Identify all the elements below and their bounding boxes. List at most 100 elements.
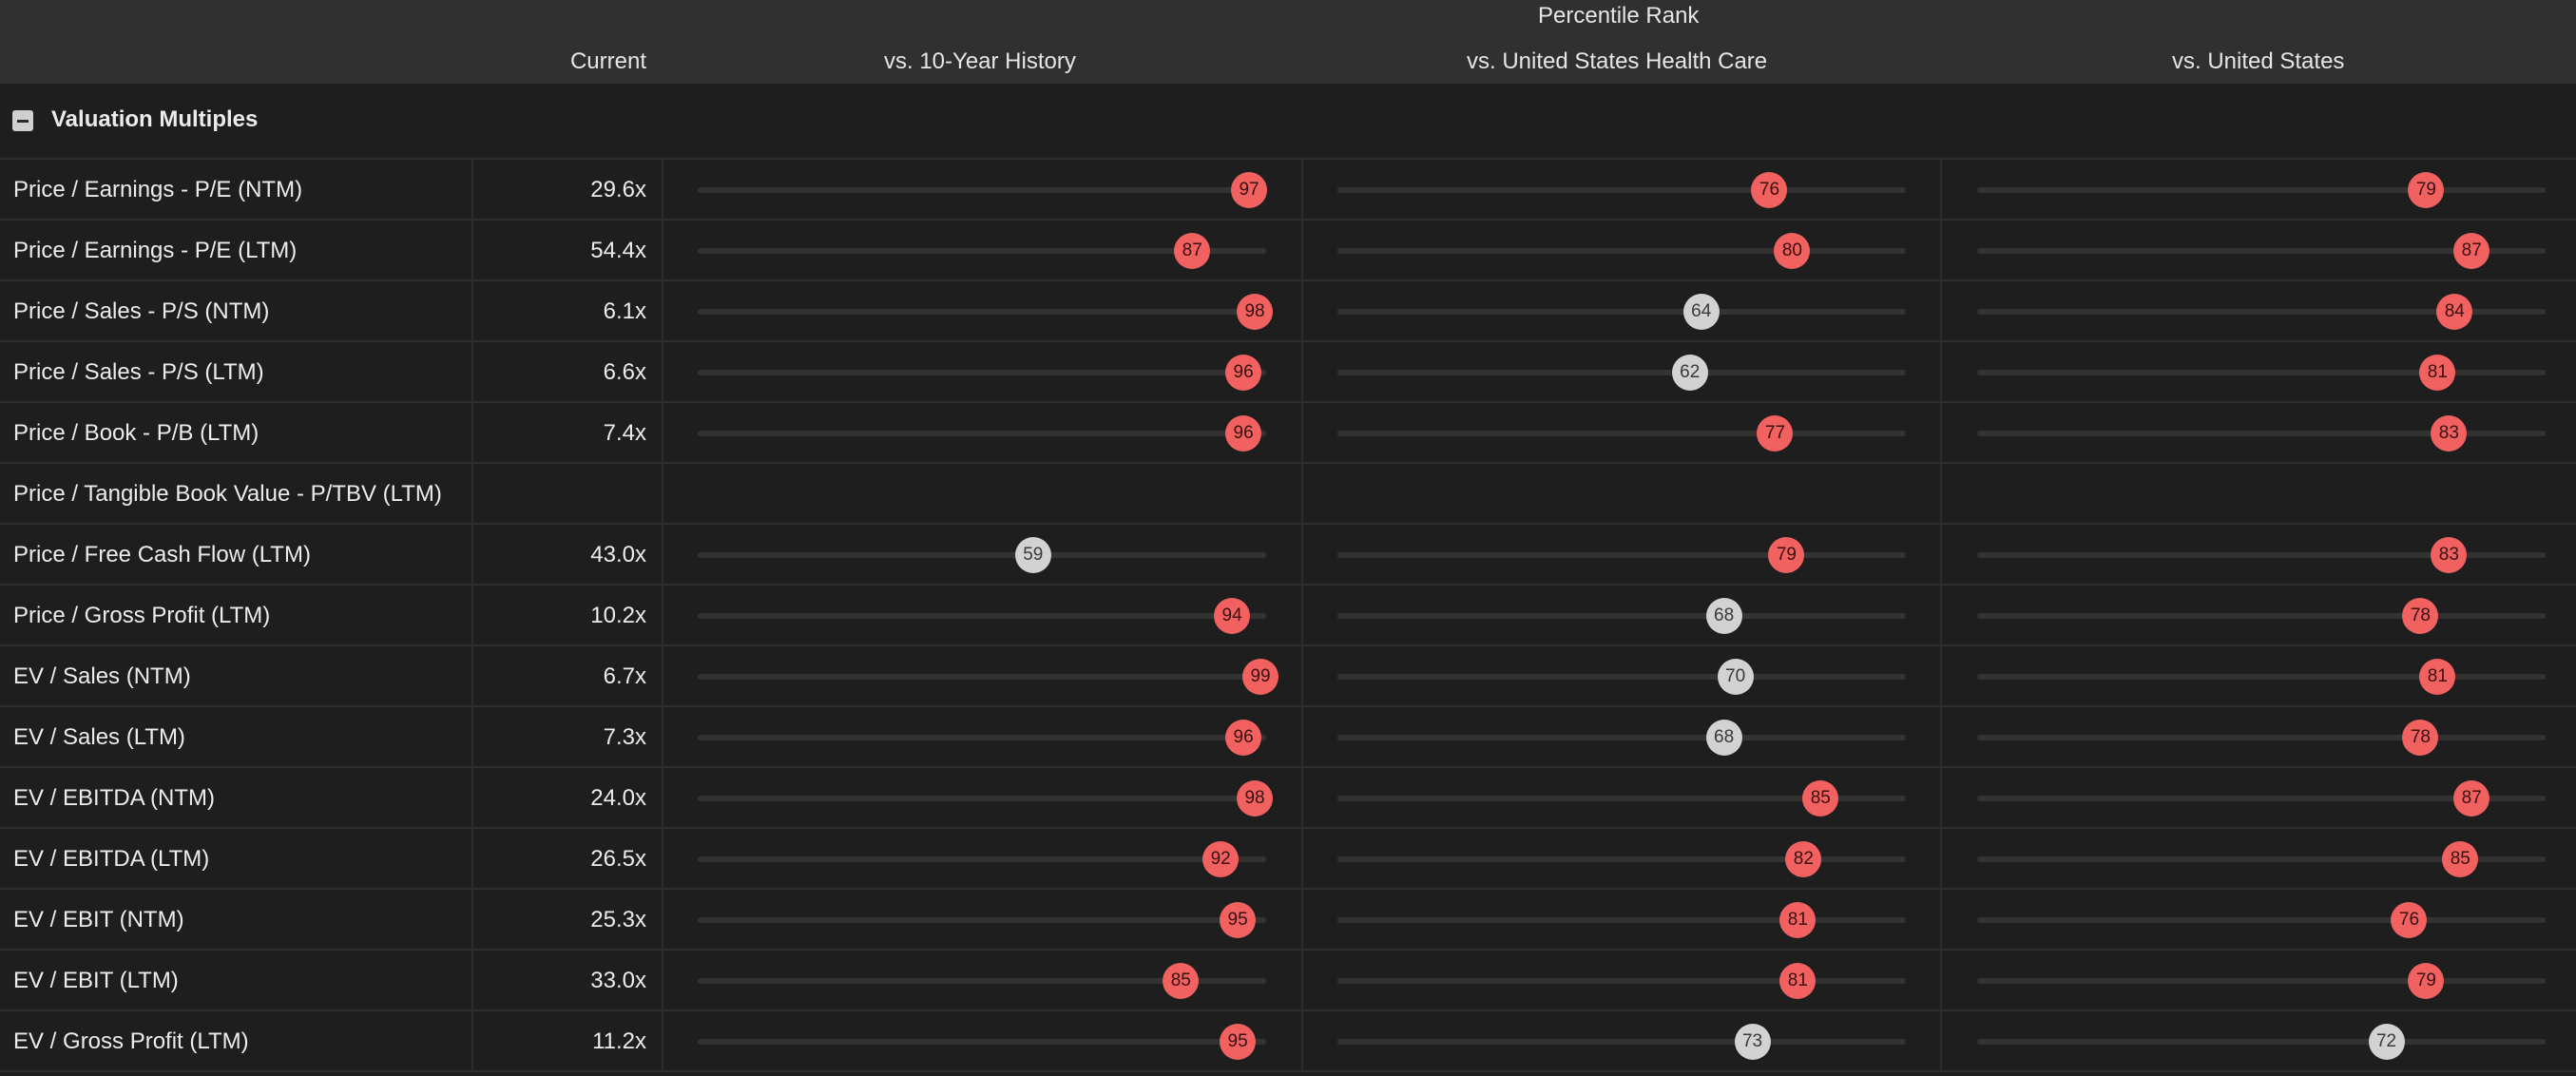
column-divider (471, 403, 473, 464)
country-percentile-marker[interactable]: 81 (2419, 659, 2456, 695)
country-percentile-marker[interactable]: 87 (2453, 233, 2490, 269)
country-percentile-marker[interactable]: 83 (2431, 537, 2468, 573)
industry-percentile-track (1337, 309, 1906, 315)
industry-percentile-marker[interactable]: 77 (1757, 415, 1794, 452)
history-percentile-marker[interactable]: 98 (1237, 294, 1274, 330)
history-percentile-track (698, 248, 1266, 254)
history-percentile-marker[interactable]: 96 (1225, 415, 1262, 452)
industry-percentile-marker[interactable]: 85 (1802, 780, 1839, 817)
table-header: Percentile Rank Current vs. 10-Year Hist… (0, 0, 2576, 84)
current-value: 11.2x (592, 1028, 646, 1054)
table-row[interactable]: Price / Book - P/B (LTM) 7.4x 96 77 83 (0, 403, 2576, 464)
column-divider (1301, 281, 1303, 342)
history-percentile-marker[interactable]: 98 (1237, 780, 1274, 817)
history-column-header[interactable]: vs. 10-Year History (884, 48, 1076, 74)
industry-percentile-marker[interactable]: 68 (1705, 598, 1742, 634)
country-percentile-track (1977, 309, 2546, 315)
country-percentile-track (1977, 552, 2546, 558)
history-percentile-marker[interactable]: 96 (1225, 720, 1262, 756)
industry-percentile-marker[interactable]: 62 (1671, 355, 1708, 391)
table-row[interactable]: Price / Gross Profit (LTM) 10.2x 94 68 78 (0, 586, 2576, 646)
industry-percentile-marker[interactable]: 79 (1768, 537, 1805, 573)
history-percentile-marker[interactable]: 85 (1163, 963, 1200, 999)
column-divider (471, 525, 473, 586)
table-row[interactable]: Price / Sales - P/S (LTM) 6.6x 96 62 81 (0, 342, 2576, 403)
column-divider (471, 707, 473, 768)
industry-percentile-marker[interactable]: 64 (1682, 294, 1720, 330)
history-percentile-marker[interactable]: 94 (1214, 598, 1251, 634)
column-divider (1940, 160, 1942, 221)
section-valuation-multiples[interactable]: Valuation Multiples (0, 84, 2576, 160)
industry-percentile-marker[interactable]: 76 (1751, 172, 1788, 208)
column-divider (1301, 586, 1303, 646)
column-divider (1940, 525, 1942, 586)
industry-column-header[interactable]: vs. United States Health Care (1467, 48, 1768, 74)
history-percentile-marker[interactable]: 95 (1220, 1024, 1257, 1060)
country-percentile-marker[interactable]: 78 (2402, 720, 2439, 756)
current-value: 7.3x (603, 724, 646, 750)
table-row[interactable]: EV / Sales (LTM) 7.3x 96 68 78 (0, 707, 2576, 768)
industry-percentile-marker[interactable]: 82 (1785, 841, 1822, 877)
table-row[interactable]: EV / Sales (NTM) 6.7x 99 70 81 (0, 646, 2576, 707)
country-percentile-track (1977, 1039, 2546, 1045)
history-percentile-marker[interactable]: 59 (1014, 537, 1051, 573)
current-value: 6.6x (603, 359, 646, 385)
industry-percentile-marker[interactable]: 81 (1779, 902, 1817, 938)
country-percentile-marker[interactable]: 78 (2402, 598, 2439, 634)
country-percentile-marker[interactable]: 85 (2442, 841, 2479, 877)
industry-percentile-track (1337, 796, 1906, 801)
country-percentile-marker[interactable]: 83 (2431, 415, 2468, 452)
country-percentile-marker[interactable]: 79 (2408, 172, 2445, 208)
table-row[interactable]: EV / Gross Profit (LTM) 11.2x 95 73 72 (0, 1011, 2576, 1072)
history-percentile-marker[interactable]: 87 (1174, 233, 1211, 269)
table-row[interactable]: EV / EBITDA (NTM) 24.0x 98 85 87 (0, 768, 2576, 829)
collapse-section-icon[interactable] (12, 110, 33, 131)
industry-percentile-marker[interactable]: 81 (1779, 963, 1817, 999)
country-percentile-marker[interactable]: 76 (2391, 902, 2428, 938)
table-row[interactable]: Price / Tangible Book Value - P/TBV (LTM… (0, 464, 2576, 525)
column-divider (662, 403, 663, 464)
country-percentile-marker[interactable]: 87 (2453, 780, 2490, 817)
table-row[interactable]: EV / EBIT (NTM) 25.3x 95 81 76 (0, 890, 2576, 951)
metric-label: Price / Sales - P/S (LTM) (13, 359, 264, 385)
industry-percentile-marker[interactable]: 70 (1717, 659, 1754, 695)
history-percentile-marker[interactable]: 92 (1202, 841, 1240, 877)
table-row[interactable]: EV / EBIT (LTM) 33.0x 85 81 79 (0, 951, 2576, 1011)
country-percentile-marker[interactable]: 81 (2419, 355, 2456, 391)
column-divider (662, 890, 663, 951)
country-percentile-track (1977, 674, 2546, 680)
history-percentile-marker[interactable]: 99 (1242, 659, 1279, 695)
table-row[interactable]: Price / Earnings - P/E (LTM) 54.4x 87 80 87 (0, 221, 2576, 281)
column-divider (1940, 768, 1942, 829)
column-divider (662, 768, 663, 829)
current-column-header[interactable]: Current (569, 48, 646, 74)
table-row[interactable]: EV / EBITDA (LTM) 26.5x 92 82 85 (0, 829, 2576, 890)
country-percentile-marker[interactable]: 72 (2368, 1024, 2405, 1060)
industry-percentile-track (1337, 978, 1906, 984)
country-percentile-marker[interactable]: 79 (2408, 963, 2445, 999)
history-percentile-marker[interactable]: 96 (1225, 355, 1262, 391)
history-percentile-track (698, 978, 1266, 984)
history-percentile-track (698, 187, 1266, 193)
current-value: 54.4x (590, 238, 646, 263)
history-percentile-marker[interactable]: 97 (1231, 172, 1268, 208)
table-row[interactable]: Price / Free Cash Flow (LTM) 43.0x 59 79 83 (0, 525, 2576, 586)
percentile-rank-group-header: Percentile Rank (1538, 3, 1700, 29)
industry-percentile-marker[interactable]: 68 (1705, 720, 1742, 756)
column-divider (662, 281, 663, 342)
industry-percentile-marker[interactable]: 80 (1774, 233, 1811, 269)
column-divider (662, 464, 663, 525)
industry-percentile-track (1337, 187, 1906, 193)
country-column-header[interactable]: vs. United States (2172, 48, 2345, 74)
history-percentile-marker[interactable]: 95 (1220, 902, 1257, 938)
current-value: 33.0x (590, 968, 646, 993)
metric-label: Price / Book - P/B (LTM) (13, 420, 260, 446)
table-row[interactable]: Price / Earnings - P/E (NTM) 29.6x 97 76 79 (0, 160, 2576, 221)
metric-label: EV / EBIT (NTM) (13, 907, 184, 932)
table-row[interactable]: Price / Sales - P/S (NTM) 6.1x 98 64 84 (0, 281, 2576, 342)
industry-percentile-marker[interactable]: 73 (1734, 1024, 1771, 1060)
country-percentile-marker[interactable]: 84 (2436, 294, 2473, 330)
column-divider (1940, 342, 1942, 403)
country-percentile-track (1977, 978, 2546, 984)
